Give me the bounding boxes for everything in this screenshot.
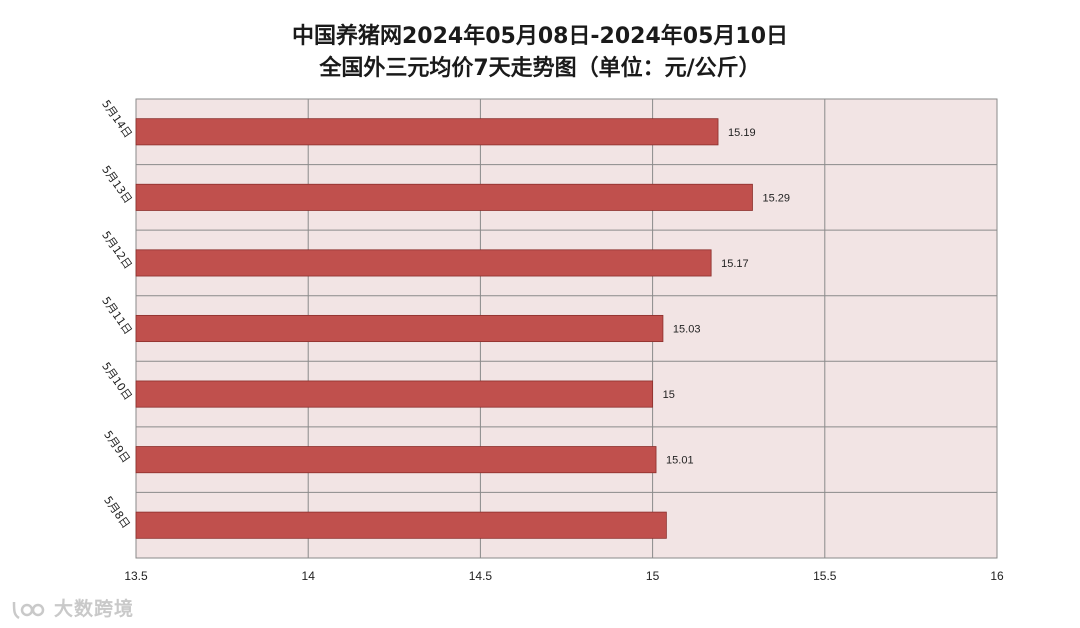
data-label: 15.01 [666, 455, 694, 467]
category-label: 5月10日 [99, 360, 134, 403]
chart-subtitle: 全国外三元均价7天走势图（单位：元/公斤） [319, 56, 761, 81]
x-tick-label: 14.5 [469, 569, 493, 583]
x-tick-label: 14 [302, 569, 316, 583]
category-labels: 5月14日 5月13日 5月12日 5月11日 5月10日 5月9日 5月8日 [99, 98, 134, 531]
data-label: 15.17 [721, 258, 749, 270]
x-tick-label: 15.5 [813, 569, 837, 583]
bar [135, 314, 664, 343]
category-label: 5月8日 [101, 494, 132, 531]
bar [135, 183, 753, 211]
x-tick-label: 16 [990, 569, 1004, 583]
bar [135, 446, 657, 474]
category-label: 5月9日 [101, 428, 132, 465]
category-label: 5月11日 [99, 294, 134, 337]
bars [135, 118, 753, 539]
data-label: 15.29 [762, 192, 790, 204]
bar [135, 118, 719, 146]
watermark: 大数跨境 [10, 594, 134, 621]
x-axis-ticks: 13.5 14 14.5 15 15.5 16 [124, 569, 1004, 583]
bar [135, 380, 653, 408]
data-label: 15.19 [728, 127, 756, 139]
category-label: 5月14日 [99, 98, 134, 141]
x-tick-label: 13.5 [124, 569, 148, 583]
watermark-logo-icon [12, 601, 45, 619]
chart-title: 中国养猪网2024年05月08日-2024年05月10日 [291, 24, 789, 49]
category-label: 5月12日 [99, 229, 134, 272]
bar [135, 249, 712, 277]
watermark-text: 大数跨境 [54, 598, 135, 620]
data-label: 15 [663, 389, 675, 401]
data-label: 15.03 [673, 324, 701, 336]
data-labels: 15.19 15.29 15.17 15.03 15 15.01 [663, 127, 790, 467]
bar [135, 511, 667, 539]
x-tick-label: 15 [646, 569, 660, 583]
category-label: 5月13日 [99, 163, 134, 206]
